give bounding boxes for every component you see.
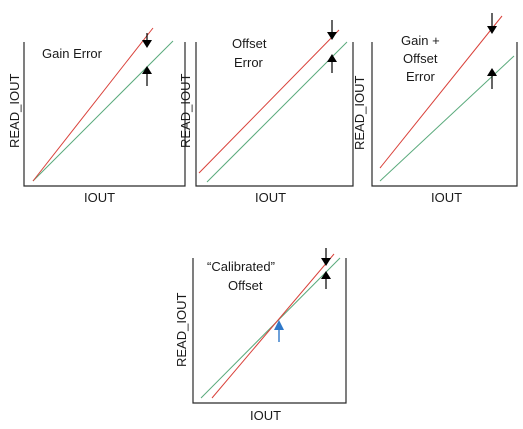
up-arrow-icon [142, 66, 152, 86]
down-arrow-icon [142, 33, 152, 48]
x-axis-label: IOUT [431, 190, 462, 205]
panel-calibrated-offset: “Calibrated” Offset READ_IOUT IOUT [174, 248, 347, 423]
error-line [211, 253, 335, 399]
down-arrow-icon [321, 248, 331, 266]
panel-title-line-1: Offset [232, 36, 267, 51]
panel-title-line-3: Error [406, 69, 436, 84]
up-arrow-icon [327, 54, 337, 73]
panel-title-line-2: Offset [403, 51, 438, 66]
intersection-arrow-icon [274, 320, 284, 342]
x-axis-label: IOUT [84, 190, 115, 205]
panel-title-line-1: “Calibrated” [207, 259, 275, 274]
error-line [32, 27, 154, 182]
x-axis-label: IOUT [255, 190, 286, 205]
panel-offset-error: Offset Error READ_IOUT IOUT [178, 20, 354, 205]
ideal-line [200, 257, 341, 399]
y-axis-label: READ_IOUT [178, 74, 193, 148]
panel-title-line-2: Error [234, 55, 264, 70]
axes [371, 42, 518, 187]
ideal-line [32, 40, 174, 182]
axes [192, 258, 347, 404]
up-arrow-icon [321, 271, 331, 289]
axes [23, 42, 186, 187]
y-axis-label: READ_IOUT [352, 76, 367, 150]
axes [195, 42, 354, 187]
up-arrow-icon [487, 68, 497, 89]
ideal-line [206, 41, 348, 183]
down-arrow-icon [487, 13, 497, 34]
panel-gain-error: Gain Error READ_IOUT IOUT [7, 27, 186, 205]
y-axis-label: READ_IOUT [174, 293, 189, 367]
down-arrow-icon [327, 20, 337, 40]
error-line [379, 15, 503, 169]
panel-title: Gain Error [42, 46, 103, 61]
panel-title-line-2: Offset [228, 278, 263, 293]
panel-gain-offset-error: Gain + Offset Error READ_IOUT IOUT [352, 13, 518, 205]
error-line [198, 29, 340, 174]
x-axis-label: IOUT [250, 408, 281, 423]
panel-title-line-1: Gain + [401, 33, 440, 48]
y-axis-label: READ_IOUT [7, 74, 22, 148]
